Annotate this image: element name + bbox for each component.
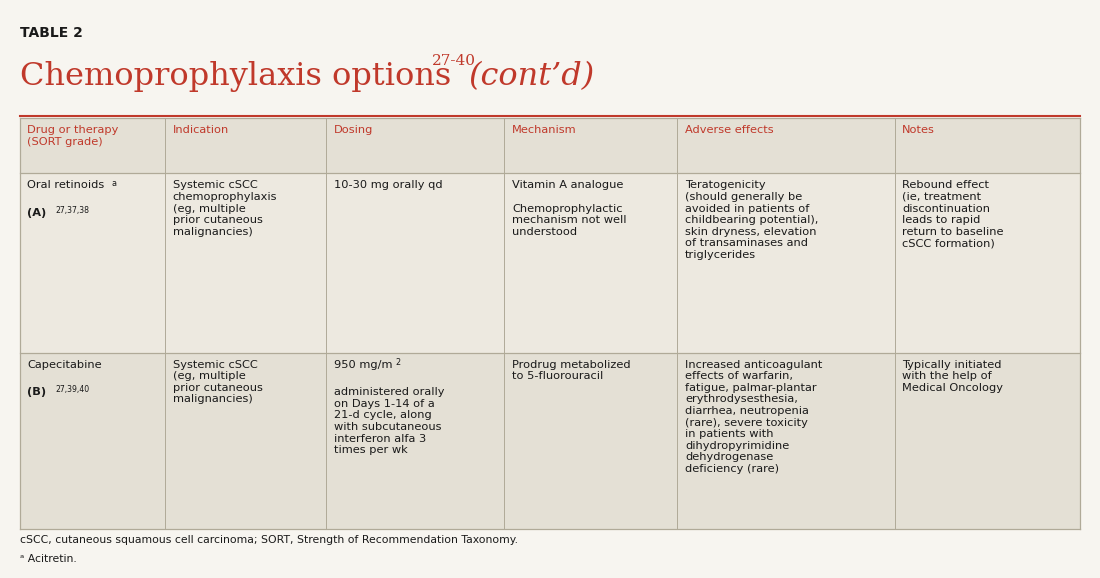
Text: Drug or therapy
(SORT grade): Drug or therapy (SORT grade) [28, 125, 119, 147]
Text: Increased anticoagulant
effects of warfarin,
fatigue, palmar-plantar
erythrodyse: Increased anticoagulant effects of warfa… [685, 360, 823, 474]
Text: Systemic cSCC
(eg, multiple
prior cutaneous
malignancies): Systemic cSCC (eg, multiple prior cutane… [173, 360, 263, 405]
Text: Capecitabine: Capecitabine [28, 360, 102, 369]
Text: administered orally
on Days 1-14 of a
21-d cycle, along
with subcutaneous
interf: administered orally on Days 1-14 of a 21… [334, 387, 444, 455]
Text: Typically initiated
with the help of
Medical Oncology: Typically initiated with the help of Med… [902, 360, 1003, 392]
Text: cSCC, cutaneous squamous cell carcinoma; SORT, Strength of Recommendation Taxono: cSCC, cutaneous squamous cell carcinoma;… [20, 535, 518, 544]
Text: Systemic cSCC
chemoprophylaxis
(eg, multiple
prior cutaneous
malignancies): Systemic cSCC chemoprophylaxis (eg, mult… [173, 180, 277, 237]
Text: (B): (B) [28, 387, 46, 397]
Text: 27-40: 27-40 [432, 54, 476, 68]
Text: Prodrug metabolized
to 5-fluorouracil: Prodrug metabolized to 5-fluorouracil [513, 360, 630, 381]
Text: (A): (A) [28, 208, 46, 218]
Bar [20, 118, 1080, 173]
Text: Notes: Notes [902, 125, 935, 135]
Text: 950 mg/m: 950 mg/m [334, 360, 393, 369]
Text: Oral retinoids: Oral retinoids [28, 180, 105, 190]
Text: 27,39,40: 27,39,40 [55, 385, 89, 394]
Bar [20, 173, 1080, 353]
Text: (cont’d): (cont’d) [469, 61, 595, 92]
Text: TABLE 2: TABLE 2 [20, 26, 82, 40]
Text: Teratogenicity
(should generally be
avoided in patients of
childbearing potentia: Teratogenicity (should generally be avoi… [685, 180, 818, 260]
Text: Adverse effects: Adverse effects [685, 125, 773, 135]
Text: Chemoprophylaxis options: Chemoprophylaxis options [20, 61, 451, 92]
Text: Indication: Indication [173, 125, 229, 135]
Text: Dosing: Dosing [334, 125, 373, 135]
Text: Mechanism: Mechanism [513, 125, 576, 135]
Bar [20, 353, 1080, 529]
Text: Vitamin A analogue

Chemoprophylactic
mechanism not well
understood: Vitamin A analogue Chemoprophylactic mec… [513, 180, 627, 237]
Text: ᵃ Acitretin.: ᵃ Acitretin. [20, 554, 77, 564]
Text: Rebound effect
(ie, treatment
discontinuation
leads to rapid
return to baseline
: Rebound effect (ie, treatment discontinu… [902, 180, 1004, 249]
Text: a: a [111, 179, 117, 188]
Text: 2: 2 [396, 358, 400, 367]
Text: 27,37,38: 27,37,38 [55, 206, 89, 215]
Text: 10-30 mg orally qd: 10-30 mg orally qd [334, 180, 442, 190]
